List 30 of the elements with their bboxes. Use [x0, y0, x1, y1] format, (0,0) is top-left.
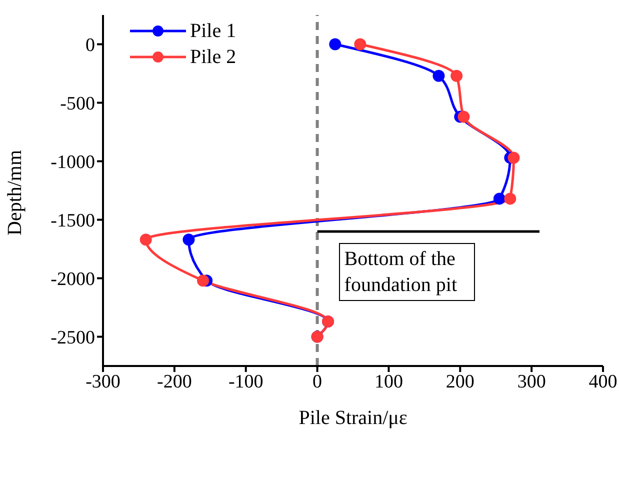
y-axis-title: Depth/mm [4, 150, 26, 236]
y-tick-label: -2000 [50, 268, 95, 290]
x-tick-label: 300 [517, 371, 546, 392]
legend-label: Pile 1 [190, 20, 236, 42]
point [493, 192, 506, 205]
y-tick-label: -1000 [50, 152, 95, 173]
x-tick-label: 400 [588, 371, 618, 392]
y-tick-label: -500 [60, 93, 95, 114]
point [508, 152, 520, 164]
x-tick-label: 200 [446, 371, 474, 392]
point [504, 192, 516, 205]
ref-line-label: Bottom of the foundation pit [339, 243, 476, 302]
y-tick-label: -2500 [50, 327, 95, 348]
y-tick-label: 0 [86, 34, 95, 56]
x-tick-label: -100 [228, 371, 264, 392]
point [450, 70, 463, 82]
point [458, 110, 470, 123]
x-axis-title: Pile Strain/με [298, 407, 408, 429]
legend-label: Pile 2 [190, 46, 236, 68]
x-tick-label: 0 [312, 371, 322, 392]
y-tick-label: -1500 [50, 210, 95, 232]
point [432, 70, 445, 82]
x-tick-label: 100 [374, 371, 403, 392]
x-tick-label: -300 [86, 371, 120, 392]
point [182, 234, 195, 246]
point [197, 274, 209, 287]
x-tick-label: -200 [157, 371, 192, 392]
point [140, 234, 152, 246]
point [354, 38, 366, 50]
point [329, 38, 342, 50]
